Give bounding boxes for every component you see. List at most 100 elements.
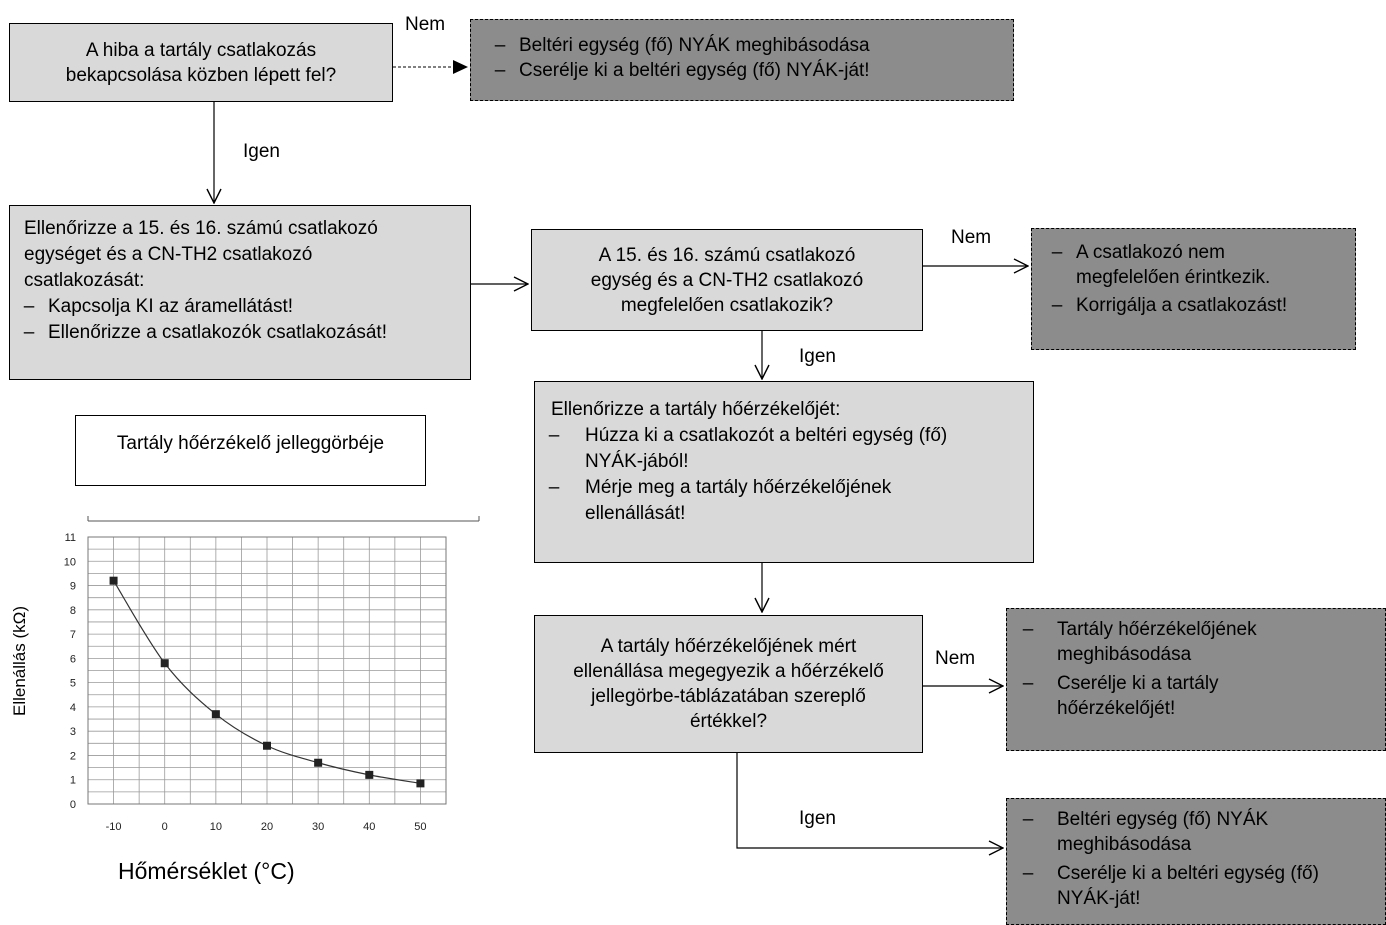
list-item: – Húzza ki a csatlakozót a beltéri egysé… [535,423,1033,475]
x-tick-label: 10 [210,821,222,833]
y-tick-label: 7 [70,629,76,641]
x-tick-label: 20 [261,821,273,833]
data-point [211,710,220,719]
data-point [314,758,323,767]
data-point [263,741,271,750]
y-axis-label: Ellenállás (kΩ) [10,605,29,717]
list-item-text: NYÁK-jából! [585,451,689,472]
x-tick-label: 40 [363,821,375,833]
x-tick-label: 50 [414,821,426,833]
dash-glyph: – [1022,673,1034,694]
list-item-text: Tartály hőérzékelőjének [1057,619,1257,640]
list-item: – A csatlakozó nem megfelelően érintkezi… [1038,240,1355,290]
question-box-resistance-match: A tartály hőérzékelőjének mért ellenállá… [534,615,923,753]
text-line: egység és a CN-TH2 csatlakozó [590,269,864,291]
instruction-box-check-connectors: Ellenőrizze a 15. és 16. számú csatlakoz… [9,205,471,380]
list-item: – Cserélje ki a beltéri egység (fő) NYÁK… [1009,861,1385,911]
question-box-fault-on-connect: A hiba a tartály csatlakozás bekapcsolás… [9,23,393,102]
dash-glyph: – [494,60,506,81]
text-line: A hiba a tartály csatlakozás [85,39,317,61]
list-item: – Cserélje ki a tartály hőérzékelőjét! [1009,671,1385,721]
label-nem: Nem [405,14,446,35]
arrow-q3-igen [736,753,1003,848]
dash-glyph: – [23,296,35,317]
curve-title-box: Tartály hőérzékelő jelleggörbéje [75,415,426,486]
x-tick-label: -10 [106,821,122,833]
label-nem: Nem [951,227,992,248]
data-point [160,659,169,668]
y-tick-label: 8 [70,605,76,617]
result-box-bad-contact: – A csatlakozó nem megfelelően érintkezi… [1031,228,1356,350]
text-line: Ellenőrizze a 15. és 16. számú csatlakoz… [24,218,378,239]
result-box-sensor-fault: – Tartály hőérzékelőjének meghibásodása … [1006,608,1386,751]
y-tick-label: 6 [70,653,76,665]
dash-glyph: – [23,322,35,343]
list-item-text: Beltéri egység (fő) NYÁK meghibásodása [519,35,870,56]
y-tick-label: 10 [64,556,76,568]
list-item-text: Korrigálja a csatlakozást! [1076,295,1288,316]
text-line: csatlakozását: [24,270,145,291]
list-item-text: hőérzékelőjét! [1057,698,1176,719]
dash-glyph: – [548,477,560,498]
y-tick-label: 5 [70,678,76,690]
instruction-box-check-sensor: Ellenőrizze a tartály hőérzékelőjét: – H… [534,381,1034,563]
list-item: – Korrigálja a csatlakozást! [1038,293,1355,318]
x-tick-label: 0 [162,821,168,833]
list-item-text: Beltéri egység (fő) NYÁK [1057,809,1269,830]
list-item-text: Ellenőrizze a csatlakozók csatlakozását! [48,322,387,343]
list-item-text: Cserélje ki a tartály [1057,673,1219,694]
label-igen: Igen [243,141,280,162]
result-box-main-pcb-fault-final: – Beltéri egység (fő) NYÁK meghibásodása… [1006,798,1386,925]
list-item-text: megfelelően érintkezik. [1076,267,1271,288]
label-nem: Nem [935,648,976,669]
data-point [365,770,374,779]
list-item: – Tartály hőérzékelőjének meghibásodása [1009,617,1385,667]
plot-frame [87,536,447,805]
list-item-text: Cserélje ki a beltéri egység (fő) [1057,863,1319,884]
question-box-connectors-ok: A 15. és 16. számú csatlakozó egység és … [531,229,923,331]
text-line: A tartály hőérzékelőjének mért [600,636,857,657]
list-item-text: Mérje meg a tartály hőérzékelőjének [585,477,892,498]
text-line: értékkel? [689,711,768,732]
list-item: – Mérje meg a tartály hőérzékelőjének el… [535,475,1033,527]
list-item-text: Kapcsolja KI az áramellátást! [48,296,294,317]
y-tick-label: 0 [70,799,76,811]
list-item: – Beltéri egység (fő) NYÁK meghibásodása [1009,807,1385,857]
text-line: egységet és a CN-TH2 csatlakozó [24,244,313,265]
list-item-text: ellenállását! [585,503,686,524]
list-item-text: A csatlakozó nem [1076,242,1225,263]
y-tick-label: 4 [70,702,76,714]
y-tick-label: 1 [70,775,76,787]
dash-glyph: – [1022,619,1034,640]
text-line: bekapcsolása közben lépett fel? [65,64,337,86]
dash-glyph: – [1022,809,1034,830]
text-line: Ellenőrizze a tartály hőérzékelőjét: [551,399,841,420]
data-point [416,779,425,788]
label-igen: Igen [799,346,836,367]
y-tick-label: 3 [70,726,76,738]
list-item: – Kapcsolja KI az áramellátást! [10,294,470,320]
list-item-text: Cserélje ki a beltéri egység (fő) NYÁK-j… [519,60,870,81]
curve-title: Tartály hőérzékelő jelleggörbéje [116,433,385,454]
text-line: A 15. és 16. számú csatlakozó [598,244,856,266]
y-tick-label: 2 [70,750,76,762]
dash-glyph: – [1051,295,1063,316]
label-igen: Igen [799,808,836,829]
y-tick-label: 11 [65,532,76,544]
y-tick-label: 9 [70,581,76,593]
result-box-main-pcb-fault: – Beltéri egység (fő) NYÁK meghibásodása… [470,19,1014,101]
x-tick-label: 30 [312,821,324,833]
list-item-text: Húzza ki a csatlakozót a beltéri egység … [585,425,948,446]
list-item: – Beltéri egység (fő) NYÁK meghibásodása [481,33,1013,58]
list-item-text: meghibásodása [1057,834,1192,855]
data-point [109,576,118,585]
dash-glyph: – [494,35,506,56]
list-item-text: NYÁK-ját! [1057,888,1141,909]
text-line: ellenállása megegyezik a hőérzékelő [573,661,884,682]
text-line: megfelelően csatlakozik? [620,294,834,316]
list-item: – Ellenőrizze a csatlakozók csatlakozásá… [10,320,470,346]
list-item: – Cserélje ki a beltéri egység (fő) NYÁK… [481,58,1013,83]
dash-glyph: – [1022,863,1034,884]
dash-glyph: – [1051,242,1063,263]
